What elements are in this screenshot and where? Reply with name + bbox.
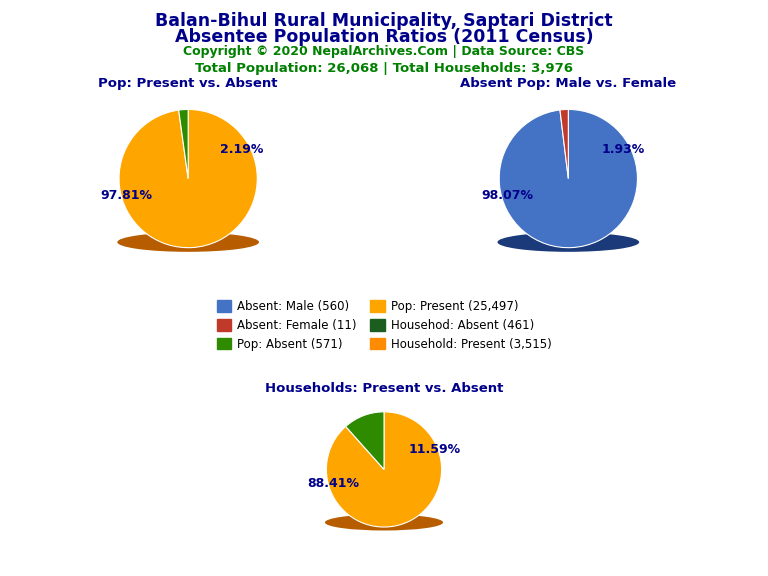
Title: Households: Present vs. Absent: Households: Present vs. Absent bbox=[265, 382, 503, 395]
Text: 88.41%: 88.41% bbox=[307, 478, 359, 490]
Title: Pop: Present vs. Absent: Pop: Present vs. Absent bbox=[98, 77, 278, 90]
Text: 11.59%: 11.59% bbox=[409, 443, 461, 456]
Text: 97.81%: 97.81% bbox=[100, 190, 152, 202]
Ellipse shape bbox=[118, 233, 259, 252]
Legend: Absent: Male (560), Absent: Female (11), Pop: Absent (571), Pop: Present (25,497: Absent: Male (560), Absent: Female (11),… bbox=[217, 300, 551, 351]
Wedge shape bbox=[326, 412, 442, 527]
Text: Balan-Bihul Rural Municipality, Saptari District: Balan-Bihul Rural Municipality, Saptari … bbox=[155, 12, 613, 29]
Text: Absentee Population Ratios (2011 Census): Absentee Population Ratios (2011 Census) bbox=[174, 28, 594, 46]
Text: 2.19%: 2.19% bbox=[220, 143, 263, 156]
Wedge shape bbox=[346, 412, 384, 469]
Wedge shape bbox=[119, 109, 257, 248]
Ellipse shape bbox=[325, 514, 443, 530]
Title: Absent Pop: Male vs. Female: Absent Pop: Male vs. Female bbox=[460, 77, 677, 90]
Wedge shape bbox=[499, 109, 637, 248]
Text: Copyright © 2020 NepalArchives.Com | Data Source: CBS: Copyright © 2020 NepalArchives.Com | Dat… bbox=[184, 45, 584, 58]
Text: 98.07%: 98.07% bbox=[482, 190, 534, 202]
Wedge shape bbox=[560, 109, 568, 179]
Wedge shape bbox=[179, 109, 188, 179]
Text: 1.93%: 1.93% bbox=[602, 143, 645, 156]
Text: Total Population: 26,068 | Total Households: 3,976: Total Population: 26,068 | Total Househo… bbox=[195, 62, 573, 75]
Ellipse shape bbox=[498, 233, 639, 252]
